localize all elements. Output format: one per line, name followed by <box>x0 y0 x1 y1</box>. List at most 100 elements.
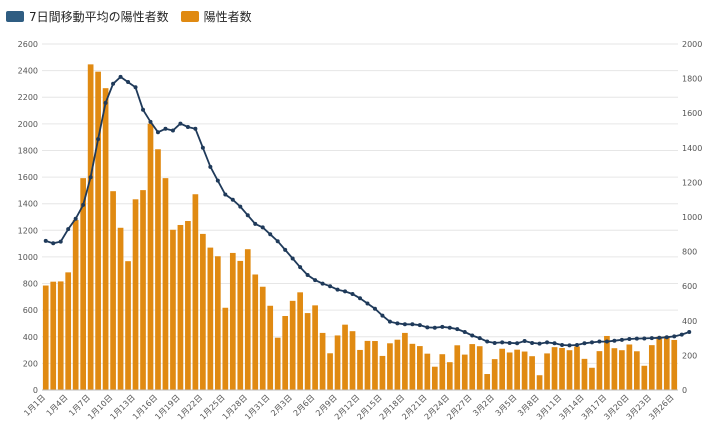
moving-average-point <box>440 324 445 329</box>
moving-average-point <box>597 339 602 344</box>
x-tick-label: 3月5日 <box>494 393 519 418</box>
moving-average-point <box>425 325 430 330</box>
moving-average-point <box>73 216 78 221</box>
x-tick-label: 2月3日 <box>269 393 294 418</box>
bar <box>619 350 625 390</box>
moving-average-point <box>642 336 647 341</box>
moving-average-point <box>627 336 632 341</box>
y-right-tick-label: 2000 <box>682 40 702 49</box>
x-tick-label: 2月27日 <box>445 393 473 421</box>
y-right-tick-label: 1400 <box>682 144 702 153</box>
y-left-tick-label: 1600 <box>18 173 38 182</box>
moving-average-point <box>552 341 557 346</box>
legend-label-moving-average: 7日間移動平均の陽性者数 <box>29 10 169 24</box>
bar <box>581 358 588 390</box>
bar <box>604 335 610 390</box>
legend-item-moving-average[interactable]: 7日間移動平均の陽性者数 <box>6 8 169 25</box>
moving-average-point <box>455 327 460 332</box>
bar <box>282 316 289 390</box>
moving-average-point <box>672 334 677 339</box>
bar <box>484 374 491 390</box>
y-left-tick-label: 400 <box>23 333 38 342</box>
moving-average-point <box>410 322 415 327</box>
bar <box>379 355 386 390</box>
bar <box>574 346 580 390</box>
bar <box>327 353 333 390</box>
moving-average-point <box>432 325 437 330</box>
bar <box>417 346 423 390</box>
y-right-tick-label: 1200 <box>682 178 702 187</box>
bar <box>162 178 169 390</box>
bar <box>110 191 116 390</box>
legend-item-positive-cases[interactable]: 陽性者数 <box>180 8 252 25</box>
bar <box>319 332 326 390</box>
moving-average-point <box>283 247 288 252</box>
bar <box>274 337 281 390</box>
moving-average-point <box>133 85 138 90</box>
moving-average-point <box>477 336 482 341</box>
moving-average-point <box>126 80 131 85</box>
moving-average-point <box>200 145 205 150</box>
moving-average-point <box>148 119 153 124</box>
moving-average-point <box>567 343 572 348</box>
moving-average-point <box>402 322 407 327</box>
moving-average-point <box>268 232 273 237</box>
bar <box>125 261 131 390</box>
y-right-tick-label: 1600 <box>682 109 702 118</box>
moving-average-point <box>634 336 639 341</box>
moving-average-point <box>178 121 183 126</box>
bar <box>656 336 663 390</box>
bar <box>252 274 259 390</box>
moving-average-point <box>208 164 213 169</box>
moving-average-point <box>522 339 527 344</box>
bar <box>491 359 498 390</box>
bar <box>559 347 565 390</box>
bar <box>663 336 670 390</box>
moving-average-point <box>417 323 422 328</box>
moving-average-point <box>66 227 71 232</box>
bar <box>626 344 633 390</box>
moving-average-point <box>545 340 550 345</box>
bar <box>334 335 341 390</box>
bar <box>446 362 453 390</box>
moving-average-point <box>664 335 669 340</box>
bar <box>57 281 64 390</box>
y-left-tick-label: 1400 <box>18 200 38 209</box>
y-left-tick-label: 2000 <box>18 120 38 129</box>
bar <box>42 285 49 390</box>
moving-average-point <box>447 325 452 330</box>
moving-average-point <box>223 192 228 197</box>
bar <box>117 227 124 390</box>
moving-average-point <box>320 281 325 286</box>
bar <box>454 345 461 390</box>
bar <box>304 313 311 390</box>
bar <box>514 349 520 390</box>
moving-average-point <box>679 332 684 337</box>
moving-average-point <box>604 339 609 344</box>
moving-average-point <box>500 340 505 345</box>
moving-average-point <box>253 221 258 226</box>
moving-average-point <box>215 178 220 183</box>
y-left-tick-label: 1800 <box>18 146 38 155</box>
bar <box>461 354 468 390</box>
bar <box>671 339 678 390</box>
y-right-tick-label: 600 <box>682 282 697 291</box>
y-left-tick-label: 2600 <box>18 40 38 49</box>
y-left-tick-label: 200 <box>23 359 38 368</box>
x-tick-label: 1月1日 <box>22 393 47 418</box>
bar <box>551 347 558 390</box>
y-right-tick-label: 400 <box>682 317 697 326</box>
moving-average-point <box>290 256 295 261</box>
bar <box>214 256 221 390</box>
moving-average-point <box>395 321 400 326</box>
moving-average-point <box>372 306 377 311</box>
bar <box>634 351 640 390</box>
moving-average-point <box>649 336 654 341</box>
bar <box>140 190 146 390</box>
bar <box>170 229 176 390</box>
bar <box>536 375 543 390</box>
y-left-tick-label: 600 <box>23 306 38 315</box>
bar <box>207 247 214 390</box>
bar <box>566 350 573 390</box>
moving-average-point <box>470 333 475 338</box>
